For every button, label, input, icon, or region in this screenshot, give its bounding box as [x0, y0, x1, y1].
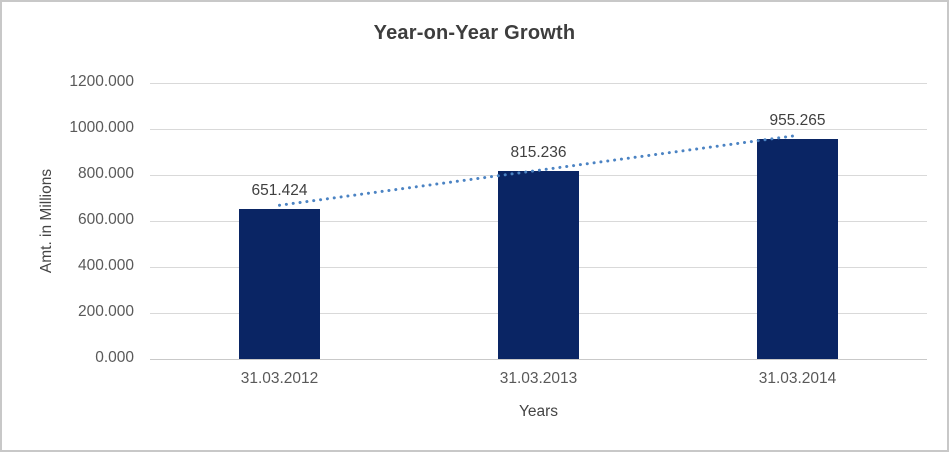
bar	[239, 209, 320, 359]
chart-title: Year-on-Year Growth	[373, 22, 576, 44]
y-tick-label: 1200.000	[69, 73, 134, 90]
bar	[498, 171, 579, 359]
y-tick-label: 1000.000	[69, 119, 134, 136]
y-tick-label: 600.000	[77, 211, 134, 228]
x-tick-label: 31.03.2013	[499, 370, 578, 387]
y-tick-label: 200.000	[77, 303, 134, 320]
gridline	[150, 82, 927, 84]
bar	[757, 139, 838, 359]
data-label: 955.265	[769, 112, 826, 130]
data-label: 815.236	[510, 144, 567, 162]
x-tick-label: 31.03.2012	[240, 370, 319, 387]
x-axis-title: Years	[518, 403, 559, 420]
y-tick-label: 800.000	[77, 165, 134, 182]
x-axis-line	[150, 358, 927, 360]
x-tick-label: 31.03.2014	[758, 370, 837, 387]
data-label: 651.424	[251, 182, 308, 200]
y-tick-label: 400.000	[77, 257, 134, 274]
y-tick-label: 0.000	[95, 349, 134, 366]
gridline	[150, 128, 927, 130]
